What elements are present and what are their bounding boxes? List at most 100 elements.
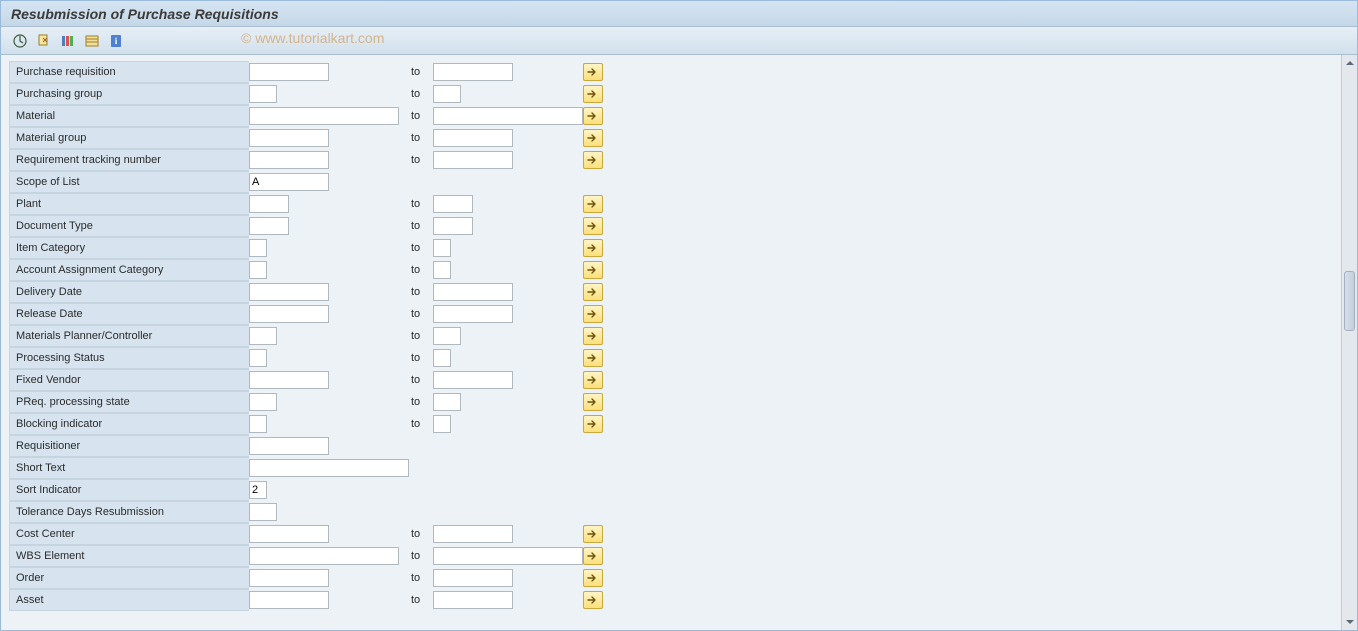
arrow-right-icon [587, 67, 599, 77]
from-cell [249, 325, 409, 347]
field-row-sort_indicator: Sort Indicator [9, 479, 1333, 501]
tolerance_days-from-input[interactable] [249, 503, 277, 521]
scroll-down-button[interactable] [1342, 614, 1357, 630]
short_text-from-input[interactable] [249, 459, 409, 477]
material-multiple-selection-button[interactable] [583, 107, 603, 125]
plant-from-input[interactable] [249, 195, 289, 213]
arrow-right-icon [587, 309, 599, 319]
document_type-to-input[interactable] [433, 217, 473, 235]
field-label: Cost Center [9, 523, 249, 545]
asset-to-input[interactable] [433, 591, 513, 609]
item_category-from-input[interactable] [249, 239, 267, 257]
material_group-to-input[interactable] [433, 129, 513, 147]
req_tracking_no-multiple-selection-button[interactable] [583, 151, 603, 169]
processing_status-multiple-selection-button[interactable] [583, 349, 603, 367]
delivery_date-from-input[interactable] [249, 283, 329, 301]
vertical-scrollbar[interactable] [1341, 55, 1357, 630]
fixed_vendor-multiple-selection-button[interactable] [583, 371, 603, 389]
purchase_requisition-multiple-selection-button[interactable] [583, 63, 603, 81]
cost_center-to-input[interactable] [433, 525, 513, 543]
mrp_controller-multiple-selection-button[interactable] [583, 327, 603, 345]
req_tracking_no-from-input[interactable] [249, 151, 329, 169]
information-button[interactable]: i [107, 32, 125, 50]
to-label: to [409, 594, 433, 606]
mrp_controller-to-input[interactable] [433, 327, 461, 345]
wbs_element-from-input[interactable] [249, 547, 399, 565]
document_type-from-input[interactable] [249, 217, 289, 235]
field-label: Materials Planner/Controller [9, 325, 249, 347]
mrp_controller-from-input[interactable] [249, 327, 277, 345]
wbs_element-multiple-selection-button[interactable] [583, 547, 603, 565]
arrow-right-icon [587, 353, 599, 363]
field-row-tolerance_days: Tolerance Days Resubmission [9, 501, 1333, 523]
purchase_requisition-to-input[interactable] [433, 63, 513, 81]
cost_center-from-input[interactable] [249, 525, 329, 543]
multi-cell [583, 525, 623, 543]
order-multiple-selection-button[interactable] [583, 569, 603, 587]
delivery_date-multiple-selection-button[interactable] [583, 283, 603, 301]
preq_proc_state-from-input[interactable] [249, 393, 277, 411]
multi-cell [583, 591, 623, 609]
order-to-input[interactable] [433, 569, 513, 587]
preq_proc_state-multiple-selection-button[interactable] [583, 393, 603, 411]
field-row-wbs_element: WBS Elementto [9, 545, 1333, 567]
scroll-up-button[interactable] [1342, 55, 1357, 71]
cost_center-multiple-selection-button[interactable] [583, 525, 603, 543]
blocking_indicator-from-input[interactable] [249, 415, 267, 433]
material-from-input[interactable] [249, 107, 399, 125]
purchasing_group-from-input[interactable] [249, 85, 277, 103]
asset-multiple-selection-button[interactable] [583, 591, 603, 609]
item_category-multiple-selection-button[interactable] [583, 239, 603, 257]
fixed_vendor-from-input[interactable] [249, 371, 329, 389]
requisitioner-from-input[interactable] [249, 437, 329, 455]
field-row-order: Orderto [9, 567, 1333, 589]
to-cell [433, 281, 583, 303]
scroll-thumb[interactable] [1344, 271, 1355, 331]
field-label: Processing Status [9, 347, 249, 369]
plant-to-input[interactable] [433, 195, 473, 213]
req_tracking_no-to-input[interactable] [433, 151, 513, 169]
plant-multiple-selection-button[interactable] [583, 195, 603, 213]
release_date-from-input[interactable] [249, 305, 329, 323]
material-to-input[interactable] [433, 107, 583, 125]
scope_of_list-from-input[interactable] [249, 173, 329, 191]
dynamic-selections-button[interactable] [83, 32, 101, 50]
acct_assign_cat-multiple-selection-button[interactable] [583, 261, 603, 279]
document_type-multiple-selection-button[interactable] [583, 217, 603, 235]
processing_status-from-input[interactable] [249, 349, 267, 367]
from-cell [249, 567, 409, 589]
scroll-track[interactable] [1342, 71, 1357, 614]
field-label: Scope of List [9, 171, 249, 193]
content-area: Purchase requisitiontoPurchasing groupto… [1, 55, 1357, 630]
field-label: WBS Element [9, 545, 249, 567]
multi-cell [583, 261, 623, 279]
sort_indicator-from-input[interactable] [249, 481, 267, 499]
material_group-multiple-selection-button[interactable] [583, 129, 603, 147]
blocking_indicator-multiple-selection-button[interactable] [583, 415, 603, 433]
material_group-from-input[interactable] [249, 129, 329, 147]
item_category-to-input[interactable] [433, 239, 451, 257]
delivery_date-to-input[interactable] [433, 283, 513, 301]
to-cell [433, 83, 583, 105]
release_date-multiple-selection-button[interactable] [583, 305, 603, 323]
order-from-input[interactable] [249, 569, 329, 587]
preq_proc_state-to-input[interactable] [433, 393, 461, 411]
to-label: to [409, 132, 433, 144]
to-cell [433, 391, 583, 413]
processing_status-to-input[interactable] [433, 349, 451, 367]
purchasing_group-multiple-selection-button[interactable] [583, 85, 603, 103]
purchase_requisition-from-input[interactable] [249, 63, 329, 81]
from-cell [249, 281, 409, 303]
multi-cell [583, 151, 623, 169]
execute-button[interactable] [11, 32, 29, 50]
release_date-to-input[interactable] [433, 305, 513, 323]
acct_assign_cat-to-input[interactable] [433, 261, 451, 279]
blocking_indicator-to-input[interactable] [433, 415, 451, 433]
selection-options-button[interactable] [59, 32, 77, 50]
asset-from-input[interactable] [249, 591, 329, 609]
acct_assign_cat-from-input[interactable] [249, 261, 267, 279]
get-variant-button[interactable] [35, 32, 53, 50]
purchasing_group-to-input[interactable] [433, 85, 461, 103]
wbs_element-to-input[interactable] [433, 547, 583, 565]
fixed_vendor-to-input[interactable] [433, 371, 513, 389]
